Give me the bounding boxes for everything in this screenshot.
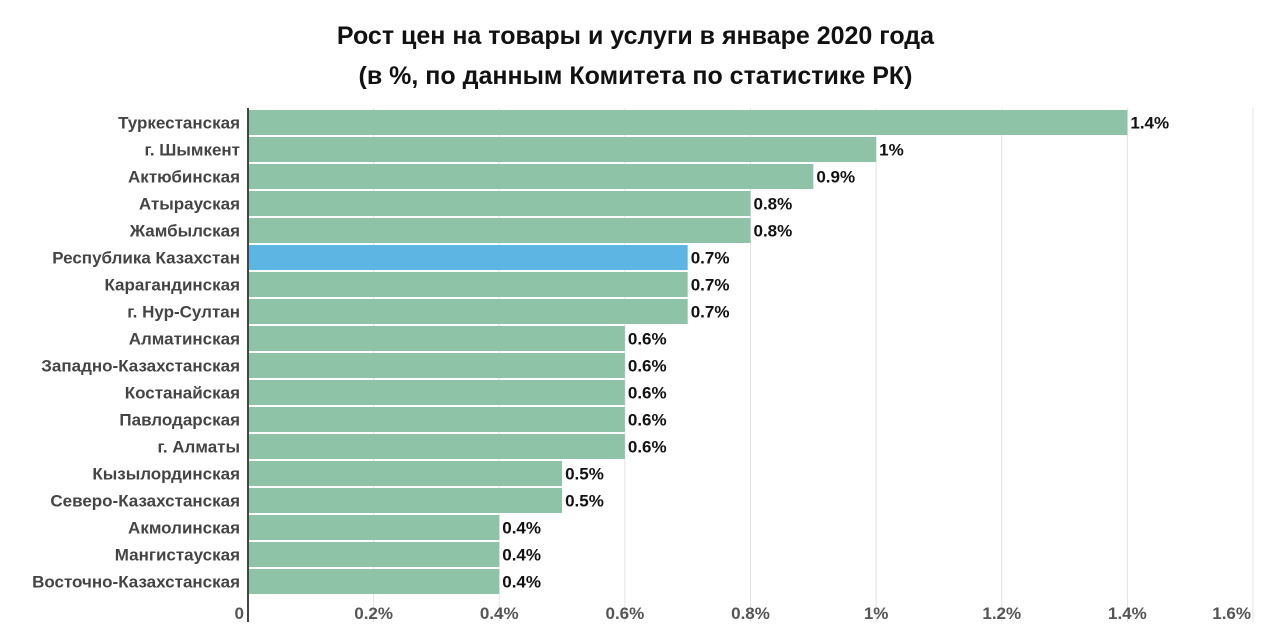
value-label: 0.9% <box>816 168 855 187</box>
category-label: г. Алматы <box>157 438 240 457</box>
bar <box>248 380 625 405</box>
x-tick-label: 0.8% <box>731 604 770 623</box>
category-label: Атырауская <box>139 195 240 214</box>
value-label: 0.7% <box>691 303 730 322</box>
x-tick-label: 1.2% <box>982 604 1021 623</box>
value-label: 0.6% <box>628 384 667 403</box>
category-label: Республика Казахстан <box>52 249 240 268</box>
bar <box>248 353 625 378</box>
category-label: Северо-Казахстанская <box>50 492 240 511</box>
category-label: Кызылординская <box>92 465 240 484</box>
category-label: Акмолинская <box>128 519 240 538</box>
bar <box>248 191 751 216</box>
value-label: 0.7% <box>691 276 730 295</box>
category-label: Жамбылская <box>129 222 240 241</box>
category-label: Алматинская <box>129 330 240 349</box>
bar <box>248 488 563 513</box>
bar <box>248 137 877 162</box>
category-label: г. Нур-Султан <box>127 303 240 322</box>
bar <box>248 218 751 243</box>
category-label: Актюбинская <box>128 168 240 187</box>
value-label: 0.6% <box>628 411 667 430</box>
value-label: 0.7% <box>691 249 730 268</box>
value-label: 0.4% <box>502 519 541 538</box>
chart-title: Рост цен на товары и услуги в январе 202… <box>336 22 935 50</box>
bar <box>248 299 688 324</box>
x-tick-label: 1.4% <box>1108 604 1147 623</box>
category-label: Карагандинская <box>104 276 240 295</box>
bar <box>248 461 563 486</box>
category-label: Павлодарская <box>119 411 240 430</box>
value-label: 0.8% <box>754 222 793 241</box>
bar <box>248 407 625 432</box>
x-tick-label: 0.4% <box>480 604 519 623</box>
x-tick-label: 0.2% <box>354 604 393 623</box>
bar <box>248 515 500 540</box>
bar <box>248 245 688 270</box>
value-label: 0.6% <box>628 438 667 457</box>
value-label: 0.4% <box>502 573 541 592</box>
value-label: 1% <box>879 141 904 160</box>
value-label: 0.6% <box>628 330 667 349</box>
bar <box>248 110 1128 135</box>
chart-subtitle: (в %, по данным Комитета по статистике Р… <box>358 62 913 90</box>
category-label: Костанайская <box>125 384 240 403</box>
category-label: г. Шымкент <box>144 141 240 160</box>
x-tick-label: 1% <box>864 604 889 623</box>
value-label: 0.5% <box>565 465 604 484</box>
bar <box>248 542 500 567</box>
category-label: Мангистауская <box>115 546 240 565</box>
x-tick-label: 0 <box>235 604 244 623</box>
bar <box>248 569 500 594</box>
category-label: Западно-Казахстанская <box>41 357 240 376</box>
value-label: 0.5% <box>565 492 604 511</box>
x-tick-label: 0.6% <box>606 604 645 623</box>
value-label: 1.4% <box>1130 114 1169 133</box>
value-label: 0.6% <box>628 357 667 376</box>
bar <box>248 326 625 351</box>
value-label: 0.8% <box>754 195 793 214</box>
bar <box>248 434 625 459</box>
category-label: Восточно-Казахстанская <box>32 573 240 592</box>
category-label: Туркестанская <box>118 114 240 133</box>
bar <box>248 272 688 297</box>
bar <box>248 164 814 189</box>
x-tick-label: 1.6% <box>1212 604 1251 623</box>
value-label: 0.4% <box>502 546 541 565</box>
